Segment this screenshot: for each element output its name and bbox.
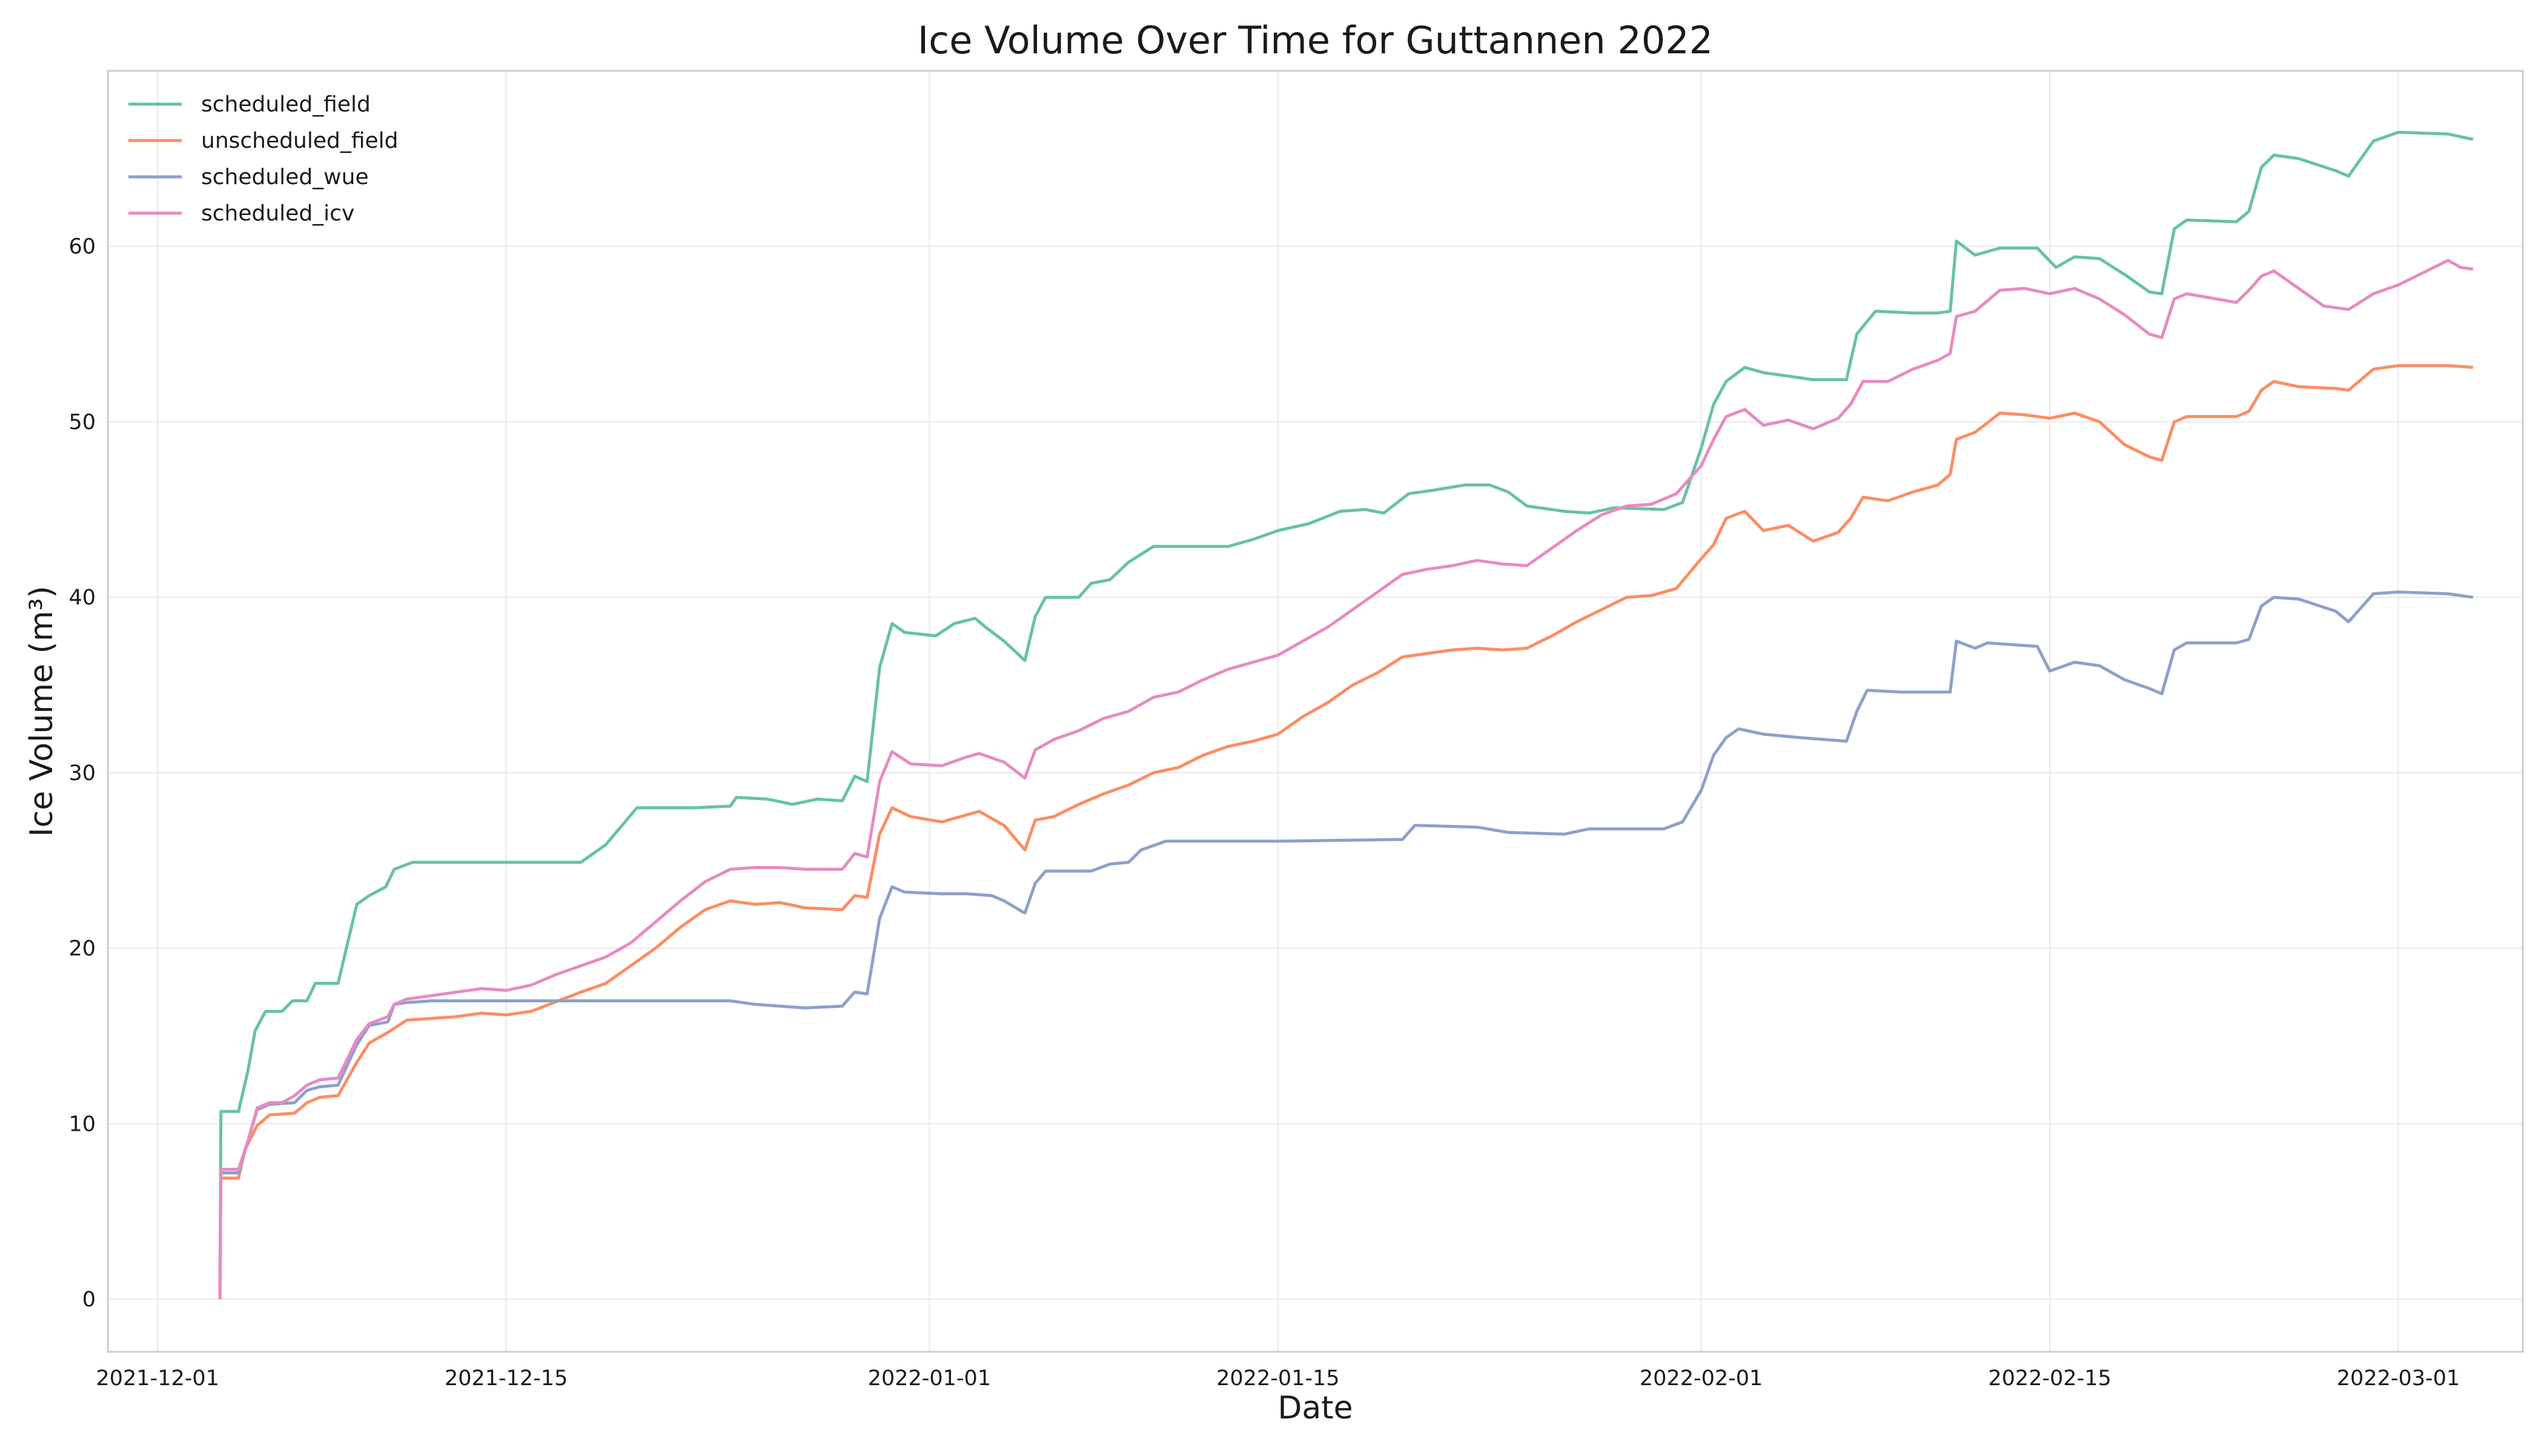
y-tick-label: 40 bbox=[68, 586, 96, 610]
x-tick-label: 2021-12-01 bbox=[96, 1366, 219, 1391]
y-tick-label: 20 bbox=[68, 937, 96, 961]
ticks-layer: 0 10 20 30 40 50 60 2021-12-01 2021-12-15 2022-01… bbox=[68, 235, 2460, 1391]
series-layer bbox=[218, 130, 2474, 1300]
series-line-scheduled_icv bbox=[218, 259, 2474, 1300]
series-line-scheduled_field bbox=[218, 130, 2474, 1300]
legend-label: scheduled_wue bbox=[201, 165, 369, 190]
legend-label: scheduled_field bbox=[201, 92, 371, 117]
x-tick-label: 2022-03-01 bbox=[2337, 1366, 2460, 1391]
legend-label: unscheduled_field bbox=[201, 128, 399, 153]
y-axis-label: Ice Volume (m³) bbox=[24, 586, 60, 836]
chart-title: Ice Volume Over Time for Guttannen 2022 bbox=[918, 18, 1713, 62]
x-tick-label: 2022-02-15 bbox=[1988, 1366, 2111, 1391]
series-line-scheduled_wue bbox=[218, 591, 2474, 1300]
x-tick-label: 2021-12-15 bbox=[445, 1366, 568, 1391]
x-tick-label: 2022-02-01 bbox=[1640, 1366, 1763, 1391]
x-tick-label: 2022-01-15 bbox=[1216, 1366, 1339, 1391]
y-tick-label: 30 bbox=[68, 761, 96, 786]
y-tick-label: 10 bbox=[68, 1112, 96, 1136]
y-tick-label: 60 bbox=[68, 235, 96, 259]
legend: scheduled_field unscheduled_field schedule… bbox=[128, 92, 399, 226]
plot-frame bbox=[107, 70, 2524, 1353]
series-line-unscheduled_field bbox=[218, 364, 2473, 1300]
y-tick-label: 50 bbox=[68, 410, 96, 434]
grid-layer bbox=[108, 71, 2523, 1352]
legend-label: scheduled_icv bbox=[201, 201, 354, 226]
x-tick-label: 2022-01-01 bbox=[868, 1366, 991, 1391]
y-tick-label: 0 bbox=[82, 1288, 96, 1312]
x-axis-label: Date bbox=[1277, 1390, 1353, 1426]
